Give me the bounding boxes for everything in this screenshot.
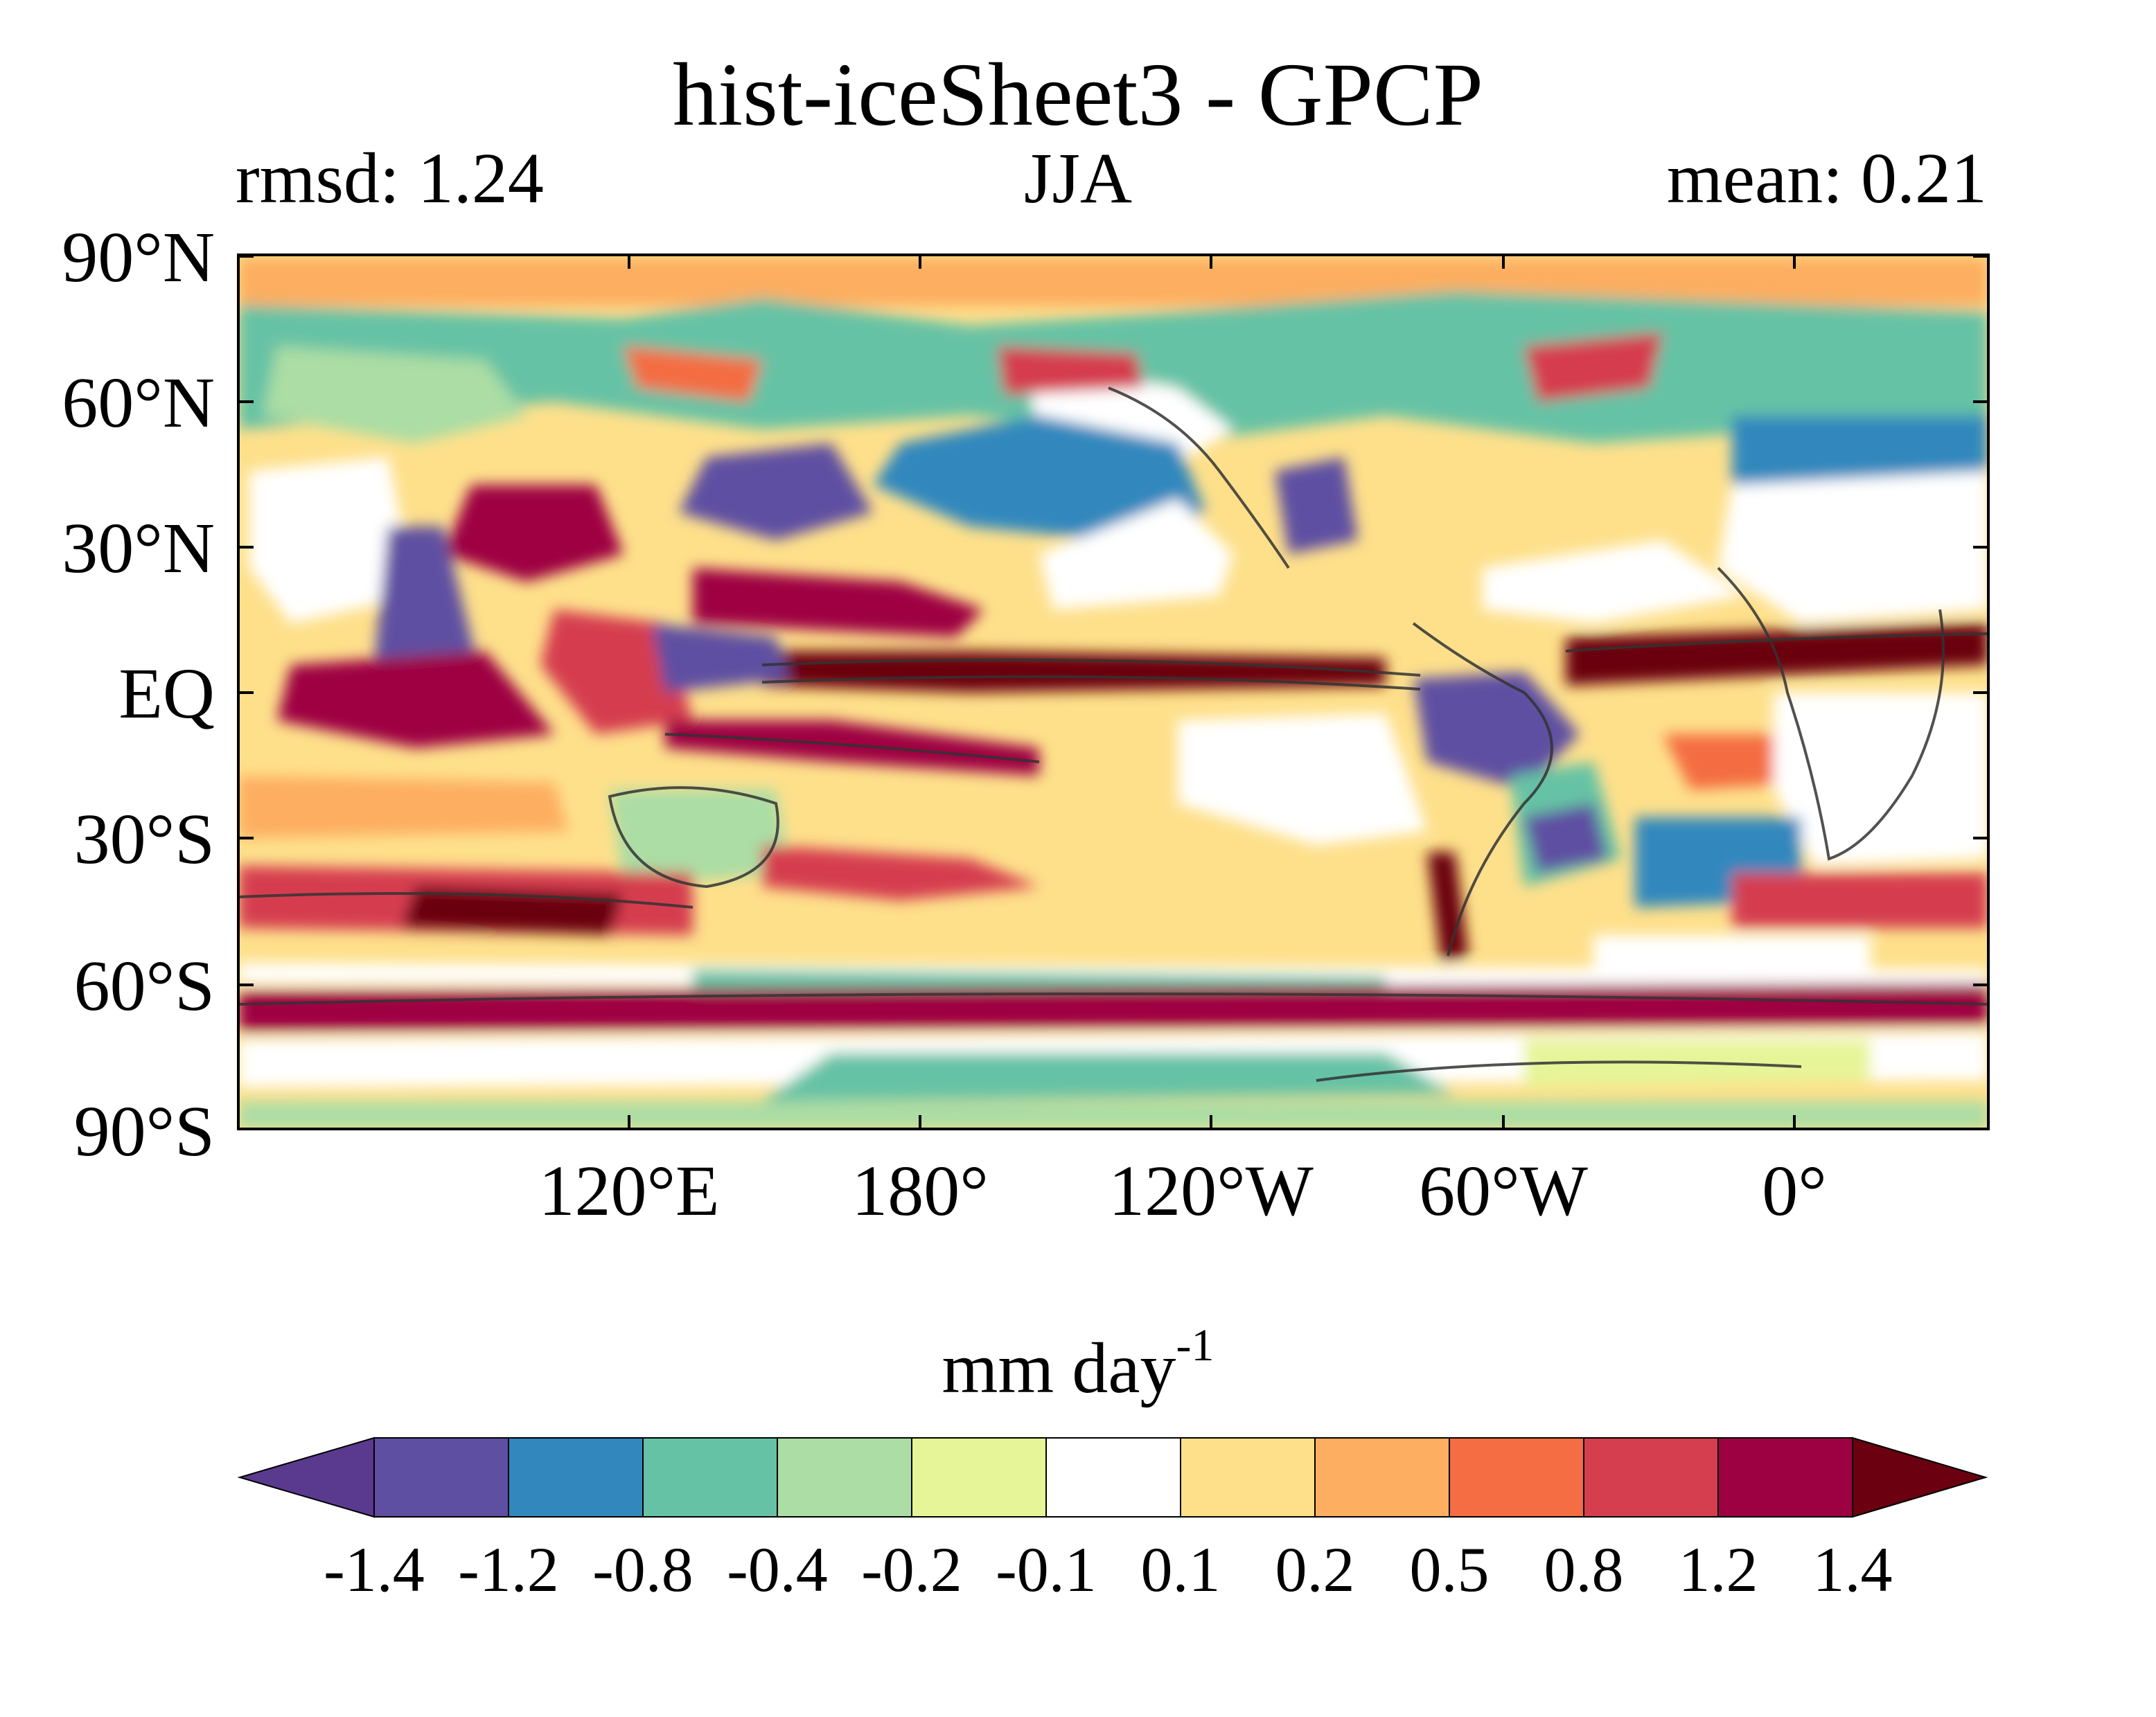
colorbar-swatch: [1045, 1437, 1181, 1518]
colorbar-level-label: 1.4: [1812, 1534, 1893, 1605]
colorbar-swatch: [1717, 1437, 1853, 1518]
lat-label-60s: 60°S: [73, 946, 215, 1026]
lat-label-90s: 90°S: [73, 1092, 215, 1171]
colorbar-swatch: [642, 1437, 778, 1518]
lat-label-30n: 30°N: [62, 508, 215, 588]
colorbar-swatch: [1583, 1437, 1719, 1518]
colorbar-level-label: -0.4: [727, 1534, 828, 1605]
colorbar-level-label: -1.2: [458, 1534, 559, 1605]
colorbar-swatch: [373, 1437, 509, 1518]
colorbar-level-label: 0.2: [1275, 1534, 1355, 1605]
colorbar-level-label: -0.8: [592, 1534, 693, 1605]
season-label: JJA: [1023, 139, 1133, 218]
lat-label-90n: 90°N: [62, 217, 215, 297]
lat-label-eq: EQ: [118, 654, 215, 733]
colorbar-under-arrow: [237, 1436, 375, 1518]
unit-base: mm day: [942, 1328, 1176, 1408]
lon-label-120w: 120°W: [1108, 1151, 1314, 1231]
colorbar-level-label: 0.5: [1409, 1534, 1490, 1605]
colorbar-level-label: -0.2: [861, 1534, 962, 1605]
colorbar-unit-label: mm day-1: [0, 1323, 2156, 1405]
lat-label-30s: 30°S: [73, 799, 215, 879]
lon-label-180: 180°: [851, 1151, 989, 1231]
colorbar-swatch: [1449, 1437, 1584, 1518]
mean-label: mean: 0.21: [1666, 139, 1987, 218]
lon-label-120e: 120°E: [538, 1151, 720, 1231]
colorbar-swatch: [508, 1437, 644, 1518]
colorbar-level-label: 0.1: [1140, 1534, 1221, 1605]
map-title: hist-iceSheet3 - GPCP: [673, 45, 1483, 145]
unit-exponent: -1: [1176, 1320, 1214, 1371]
axis-ticks: [238, 255, 1988, 1130]
rmsd-label: rmsd: 1.24: [236, 139, 544, 218]
lon-label-60w: 60°W: [1419, 1151, 1588, 1231]
colorbar-swatch: [777, 1437, 912, 1518]
colorbar-swatch: [1314, 1437, 1450, 1518]
colorbar-swatch: [911, 1437, 1047, 1518]
colorbar-level-label: -0.1: [996, 1534, 1097, 1605]
lon-label-0: 0°: [1762, 1151, 1827, 1231]
colorbar-level-label: -1.4: [324, 1534, 425, 1605]
colorbar-over-arrow: [1852, 1436, 1988, 1518]
colorbar-level-label: 1.2: [1678, 1534, 1758, 1605]
colorbar-level-label: 0.8: [1544, 1534, 1624, 1605]
colorbar: [237, 1436, 1988, 1518]
precip-difference-field: [238, 255, 1988, 1129]
colorbar-swatch: [1180, 1437, 1316, 1518]
lat-label-60n: 60°N: [62, 363, 215, 443]
